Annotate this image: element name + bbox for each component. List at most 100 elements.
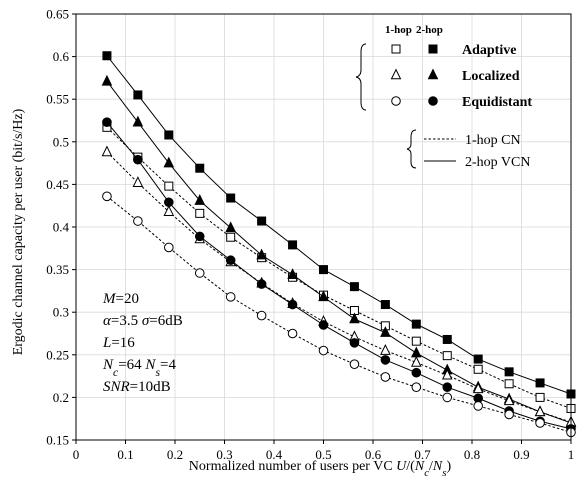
- data-point-adaptive-2hop: [102, 51, 112, 61]
- data-point-localized-2hop: [256, 248, 267, 260]
- x-tick-label: 0.1: [117, 447, 133, 462]
- data-point-equidistant-2hop: [133, 154, 143, 165]
- data-point-localized-2hop: [194, 194, 206, 205]
- parameter-line: L=16: [102, 335, 135, 351]
- axes-layer: 0.15 0.2 0.25 0.3 0.35 0.4 0.45 0.5 0.55 0.6 0.65 0…: [46, 7, 574, 463]
- series-line-equidistant-1hop: [106, 195, 572, 433]
- legend-brace-lines: [406, 129, 417, 169]
- data-point-equidistant-1hop: [411, 382, 422, 392]
- x-tick-label: 0.9: [513, 447, 529, 462]
- grid-layer: [76, 14, 571, 440]
- parameter-line: Nc=64 Ns=4: [102, 357, 176, 379]
- legend-marker-filled-triangle: [427, 68, 439, 80]
- y-tick-label: 0.2: [53, 390, 69, 405]
- text-run: =6dB: [149, 313, 182, 329]
- series-line-equidistant-2hop: [106, 121, 572, 430]
- text-run: SNR: [103, 379, 130, 395]
- text-run: U: [396, 459, 407, 474]
- data-point-localized-2hop: [101, 74, 113, 86]
- data-point-localized-1hop: [101, 145, 113, 157]
- x-tick-label: 0.2: [167, 447, 183, 462]
- data-point-equidistant-2hop: [287, 299, 298, 310]
- y-tick-label: 0.25: [46, 347, 69, 362]
- text-run: s: [442, 467, 446, 479]
- data-point-localized-2hop: [163, 156, 175, 168]
- legend-column-header: 2-hop: [416, 24, 443, 36]
- data-point-adaptive-2hop: [288, 240, 298, 250]
- data-point-adaptive-1hop: [411, 336, 421, 346]
- text-run: Normalized number of users per VC: [189, 459, 396, 474]
- text-run: =16: [111, 335, 135, 351]
- data-point-localized-1hop: [380, 344, 391, 355]
- text-run: α: [103, 313, 112, 329]
- data-point-adaptive-2hop: [133, 90, 143, 100]
- x-tick-label: 0.5: [315, 447, 331, 462]
- data-point-equidistant-1hop: [442, 392, 453, 403]
- data-point-localized-2hop: [225, 221, 236, 233]
- data-point-equidistant-2hop: [225, 255, 236, 266]
- data-point-equidistant-2hop: [349, 338, 360, 348]
- data-point-localized-2hop: [287, 268, 298, 279]
- data-point-equidistant-1hop: [194, 268, 205, 278]
- text-run: L: [102, 335, 111, 351]
- text-run: =4: [160, 357, 176, 373]
- text-run: N: [102, 357, 114, 373]
- data-point-localized-1hop: [132, 176, 144, 187]
- parameter-line: α=3.5 σ=6dB: [103, 313, 183, 329]
- data-point-localized-1hop: [534, 405, 546, 417]
- series-line-localized-2hop: [106, 81, 572, 424]
- parameter-line: SNR=10dB: [103, 379, 171, 395]
- data-point-adaptive-1hop: [195, 208, 205, 218]
- data-point-adaptive-1hop: [164, 181, 174, 191]
- legend-scheme-label: Adaptive: [462, 43, 516, 58]
- x-tick-label: 0.7: [414, 447, 431, 462]
- data-point-equidistant-2hop: [318, 320, 329, 330]
- legend-column-header: 1-hop: [385, 24, 412, 36]
- text-run: M: [102, 291, 117, 307]
- data-point-adaptive-1hop: [442, 351, 452, 361]
- text-run: σ: [142, 313, 150, 329]
- legend-line-label: 1-hop CN: [465, 133, 521, 148]
- data-point-equidistant-1hop: [535, 418, 545, 428]
- data-point-equidistant-1hop: [133, 216, 143, 226]
- data-point-adaptive-2hop: [442, 334, 452, 344]
- x-tick-label: 0: [73, 447, 80, 462]
- text-run: =20: [116, 291, 139, 307]
- data-point-equidistant-2hop: [380, 355, 391, 365]
- y-tick-label: 0.3: [53, 305, 69, 320]
- series-line-adaptive-1hop: [106, 126, 572, 409]
- data-point-adaptive-2hop: [349, 282, 359, 292]
- data-point-adaptive-1hop: [535, 392, 545, 402]
- data-point-equidistant-1hop: [318, 345, 329, 356]
- data-point-localized-1hop: [441, 368, 453, 380]
- x-tick-label: 0.4: [266, 447, 283, 462]
- data-point-localized-1hop: [503, 394, 515, 406]
- data-point-localized-1hop: [472, 382, 484, 394]
- series-line-adaptive-2hop: [106, 55, 572, 395]
- data-point-equidistant-2hop: [194, 231, 205, 242]
- data-point-localized-2hop: [318, 290, 329, 302]
- data-point-adaptive-2hop: [504, 367, 514, 377]
- data-point-adaptive-2hop: [411, 319, 421, 329]
- data-point-equidistant-2hop: [164, 197, 174, 208]
- data-point-equidistant-1hop: [225, 292, 236, 302]
- data-point-equidistant-1hop: [102, 191, 112, 202]
- data-point-adaptive-2hop: [257, 216, 267, 226]
- parameter-line: M=20: [102, 291, 139, 307]
- data-point-localized-1hop: [163, 205, 175, 216]
- text-run: =64: [118, 357, 145, 373]
- legend: 1-hop 2-hop Adaptive Localized Equidistant 1-…: [355, 24, 532, 170]
- series-adaptive-2hop: [102, 51, 576, 399]
- y-tick-label: 0.6: [53, 49, 70, 64]
- series-equidistant-2hop: [102, 117, 576, 434]
- data-point-adaptive-1hop: [226, 232, 236, 242]
- data-point-adaptive-2hop: [473, 354, 483, 364]
- legend-marker-open-circle: [391, 96, 401, 106]
- data-point-equidistant-2hop: [102, 117, 112, 128]
- series-equidistant-1hop: [102, 191, 576, 438]
- y-axis-label: Ergodic channel capacity per user (bit/s…: [11, 108, 26, 355]
- data-point-equidistant-1hop: [380, 372, 391, 382]
- data-point-equidistant-1hop: [349, 359, 360, 369]
- x-tick-label: 0.6: [365, 447, 382, 462]
